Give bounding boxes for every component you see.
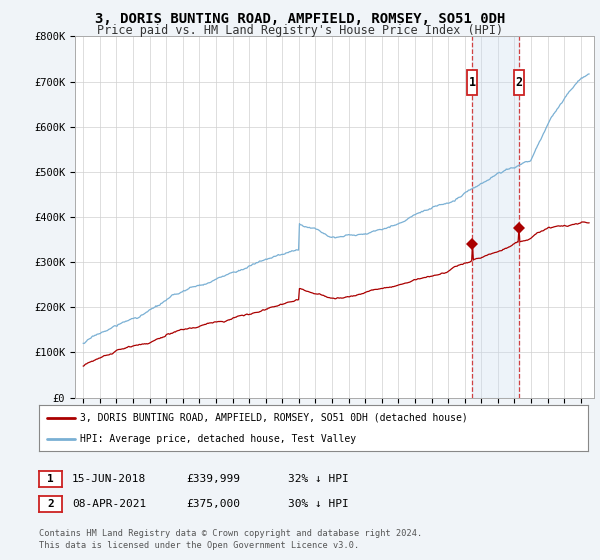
Text: 30% ↓ HPI: 30% ↓ HPI: [288, 499, 349, 509]
Bar: [472, 36, 519, 398]
Text: HPI: Average price, detached house, Test Valley: HPI: Average price, detached house, Test…: [80, 435, 356, 444]
Text: 3, DORIS BUNTING ROAD, AMPFIELD, ROMSEY, SO51 0DH (detached house): 3, DORIS BUNTING ROAD, AMPFIELD, ROMSEY,…: [80, 413, 468, 423]
Bar: [467, 70, 477, 95]
Text: 1: 1: [469, 76, 476, 89]
Bar: [514, 70, 524, 95]
Text: Contains HM Land Registry data © Crown copyright and database right 2024.
This d: Contains HM Land Registry data © Crown c…: [39, 529, 422, 550]
Text: 2: 2: [47, 499, 54, 509]
Text: 32% ↓ HPI: 32% ↓ HPI: [288, 474, 349, 484]
Text: Price paid vs. HM Land Registry's House Price Index (HPI): Price paid vs. HM Land Registry's House …: [97, 24, 503, 37]
Text: 15-JUN-2018: 15-JUN-2018: [72, 474, 146, 484]
Text: 08-APR-2021: 08-APR-2021: [72, 499, 146, 509]
Text: £375,000: £375,000: [186, 499, 240, 509]
Text: £339,999: £339,999: [186, 474, 240, 484]
Text: 1: 1: [47, 474, 54, 484]
Text: 3, DORIS BUNTING ROAD, AMPFIELD, ROMSEY, SO51 0DH: 3, DORIS BUNTING ROAD, AMPFIELD, ROMSEY,…: [95, 12, 505, 26]
Text: 2: 2: [515, 76, 523, 89]
